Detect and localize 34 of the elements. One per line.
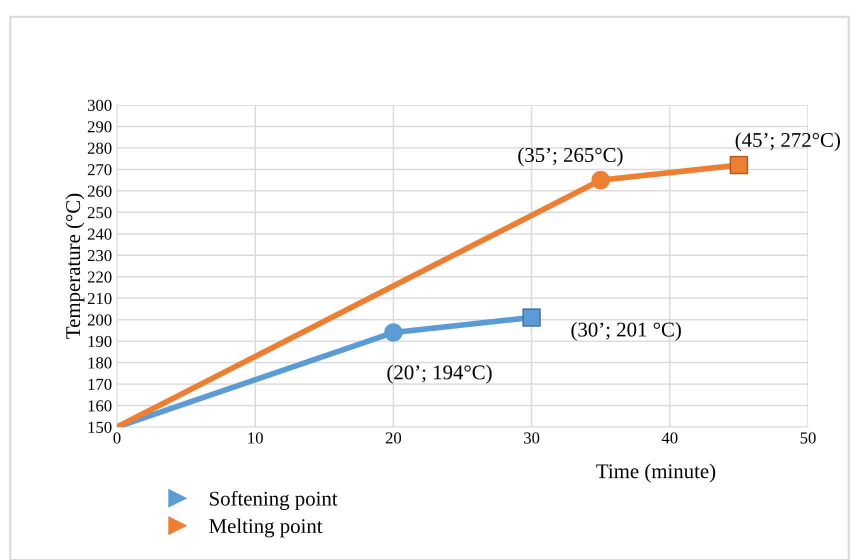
annotation: (20’; 194°C) (387, 364, 492, 384)
y-tick-label: 250 (88, 207, 112, 218)
y-tick-label: 200 (88, 314, 112, 326)
x-tick-label: 50 (800, 432, 816, 444)
y-tick-label: 260 (88, 186, 112, 197)
y-tick-label: 170 (88, 378, 112, 390)
y-tick-label: 230 (88, 250, 112, 262)
annotation: (35’; 265°C) (518, 147, 623, 166)
x-tick-label: 20 (386, 432, 402, 444)
y-tick-label: 210 (88, 292, 112, 304)
y-tick-label: 240 (88, 228, 112, 240)
annotation: (30’; 201 °C) (571, 322, 681, 341)
x-tick-label: 0 (113, 432, 121, 444)
y-tick-label: 180 (88, 357, 112, 369)
point (522, 308, 541, 327)
y-tick-label: 220 (88, 271, 112, 283)
legend-label: Melting point (209, 518, 322, 538)
legend-label: Softening point (210, 490, 338, 510)
y-axis-title: Temperature (°C) (65, 194, 84, 339)
y-tick-label: 290 (88, 121, 112, 132)
x-axis-title: Time (minute) (596, 464, 716, 483)
y-tick-label: 270 (88, 164, 112, 176)
y-tick-label: 190 (88, 336, 112, 348)
x-tick-label: 40 (662, 432, 678, 444)
x-tick-label: 10 (248, 432, 263, 444)
y-tick-label: 300 (88, 100, 112, 111)
y-tick-label: 150 (88, 422, 112, 433)
y-tick-label: 280 (88, 142, 112, 154)
x-tick-label: 30 (524, 432, 540, 444)
point (592, 170, 610, 190)
annotation: (45’; 272°C) (736, 132, 840, 152)
point (384, 323, 403, 342)
point (730, 156, 748, 174)
y-tick-label: 160 (88, 400, 112, 412)
